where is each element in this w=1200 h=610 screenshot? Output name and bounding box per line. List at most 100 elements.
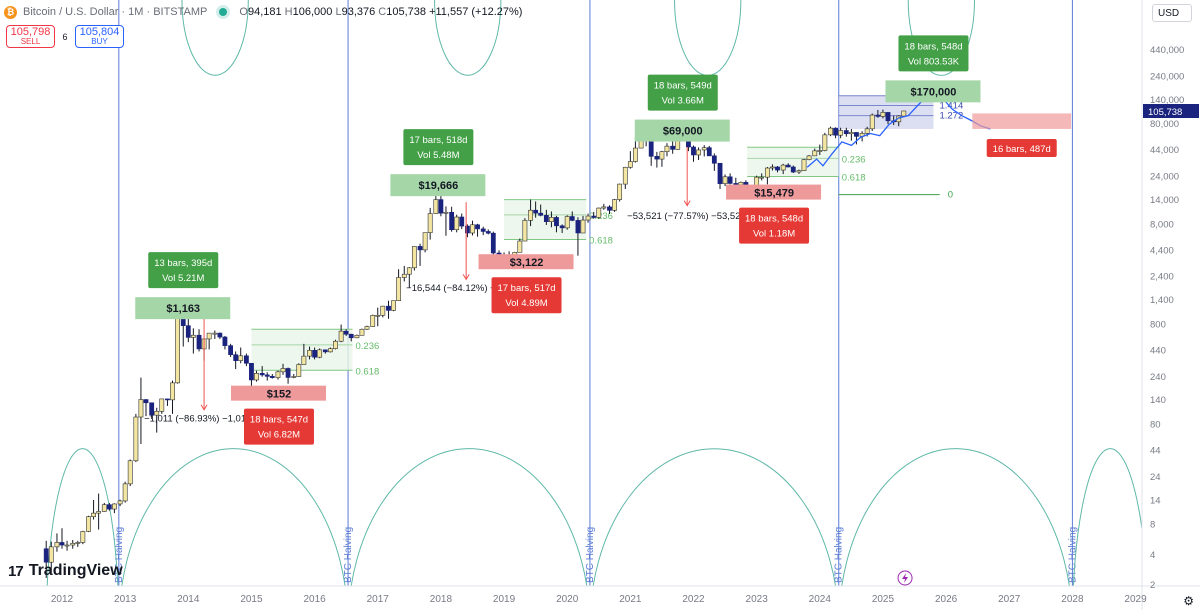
candle-body — [759, 176, 765, 179]
fib-label: 0.236 — [842, 154, 866, 165]
candle-body — [880, 112, 886, 117]
candle-body — [785, 164, 791, 168]
y-tick-label: 8,000 — [1150, 219, 1174, 230]
cycle-arc-top — [674, 0, 742, 76]
candle-body — [117, 500, 123, 505]
candle-body — [122, 483, 128, 502]
y-tick-label: 8 — [1150, 520, 1155, 531]
fib-label: 0.618 — [355, 366, 379, 377]
peak-info-label: 13 bars, 395d Vol 5.21M — [148, 252, 219, 289]
halving-label: BTC Halving — [343, 527, 354, 583]
candle-body — [848, 132, 854, 135]
candle-body — [222, 336, 228, 346]
sell-button[interactable]: 105,798 SELL — [6, 25, 55, 48]
cycle-arc-top — [907, 0, 976, 76]
lightning-bolt — [902, 573, 909, 583]
candle-body — [312, 350, 317, 358]
candle-body — [375, 314, 381, 317]
candle-body — [396, 277, 401, 301]
candle-body — [569, 216, 575, 221]
peak-info-label-line2: Vol 803.53K — [908, 56, 960, 67]
candle-body — [59, 542, 65, 546]
peak-price-label: $69,000 — [663, 126, 703, 138]
y-tick-label: 1,400 — [1150, 295, 1174, 306]
candle-body — [806, 155, 812, 160]
cycle-arc-bottom — [350, 448, 588, 586]
candle-body — [691, 146, 696, 156]
x-tick-label: 2020 — [556, 594, 579, 605]
bottom-price-box — [478, 254, 574, 270]
cycle-arc-bottom — [841, 448, 1070, 586]
candle-body — [322, 349, 328, 353]
peak-info-label-line2: Vol 5.21M — [162, 273, 204, 284]
candle-body — [238, 355, 244, 361]
candle-body — [48, 546, 54, 563]
peak-info-label-line1: 17 bars, 518d — [409, 135, 467, 146]
candle-body — [433, 199, 439, 214]
candle-body — [764, 167, 770, 178]
settings-gear-icon[interactable]: ⚙ — [1183, 594, 1194, 608]
fib-extension-label: 1.414 — [939, 101, 963, 112]
candle-body — [301, 355, 307, 365]
x-tick-label: 2027 — [998, 594, 1021, 605]
y-tick-label: 440 — [1150, 345, 1166, 356]
candle-body — [833, 127, 838, 136]
candle-body — [64, 544, 70, 547]
candle-body — [485, 231, 491, 234]
candle-body — [307, 350, 312, 357]
candle-body — [727, 176, 733, 184]
candle-body — [780, 164, 786, 171]
candle-body — [817, 150, 823, 152]
candle-body — [812, 150, 818, 157]
candle-body — [170, 382, 175, 401]
drawdown-arrow-head — [200, 404, 208, 411]
y-tick-label: 14 — [1150, 495, 1161, 506]
trade-panel: 105,798 SELL 6 105,804 BUY — [6, 25, 124, 48]
candle-body — [538, 212, 544, 216]
tradingview-logo[interactable]: 17 TradingView — [8, 562, 123, 580]
candle-body — [417, 246, 423, 251]
candle-body — [591, 215, 597, 218]
buy-button[interactable]: 105,804 BUY — [75, 25, 124, 48]
candle-body — [454, 216, 460, 231]
y-tick-label: 140 — [1150, 395, 1166, 406]
halving-label: BTC Halving — [834, 527, 845, 583]
candle-body — [338, 330, 344, 342]
bottom-info-label: 18 bars, 547d Vol 6.82M — [243, 408, 314, 445]
x-tick-label: 2021 — [619, 594, 642, 605]
candle-body — [770, 166, 775, 169]
candle-body — [901, 110, 907, 117]
candle-body — [259, 373, 265, 376]
candle-body — [275, 371, 281, 378]
y-tick-label: 2 — [1150, 580, 1155, 591]
candle-body — [670, 145, 676, 150]
candle-body — [422, 232, 428, 251]
candle-body — [617, 183, 623, 200]
candle-body — [228, 345, 234, 355]
x-tick-label: 2016 — [303, 594, 326, 605]
candle-body — [528, 209, 533, 221]
y-tick-label: 4,400 — [1150, 245, 1174, 256]
currency-selector[interactable]: USD — [1152, 4, 1192, 22]
x-tick-label: 2013 — [114, 594, 137, 605]
candle-body — [112, 503, 117, 510]
candle-body — [580, 219, 586, 234]
fib-extension-label: 1.272 — [939, 111, 963, 122]
candle-body — [733, 183, 739, 186]
x-tick-label: 2024 — [809, 594, 832, 605]
cycle-arc-bottom — [592, 448, 836, 586]
candle-body — [70, 542, 76, 546]
candle-body — [654, 156, 660, 160]
candle-body — [543, 215, 549, 222]
fib-label: 0.618 — [589, 236, 613, 247]
bottom-info-label-line2: Vol 6.82M — [258, 430, 300, 441]
projected-info-label: 16 bars, 487d — [986, 138, 1057, 157]
candle-body — [243, 355, 249, 364]
y-tick-label: 2,400 — [1150, 272, 1174, 283]
x-tick-label: 2025 — [872, 594, 895, 605]
spread-value: 6 — [62, 31, 68, 42]
symbol-title[interactable]: Bitcoin / U.S. Dollar · 1M · BITSTAMP — [23, 6, 208, 18]
candle-body — [427, 213, 433, 233]
candle-body — [217, 332, 223, 338]
